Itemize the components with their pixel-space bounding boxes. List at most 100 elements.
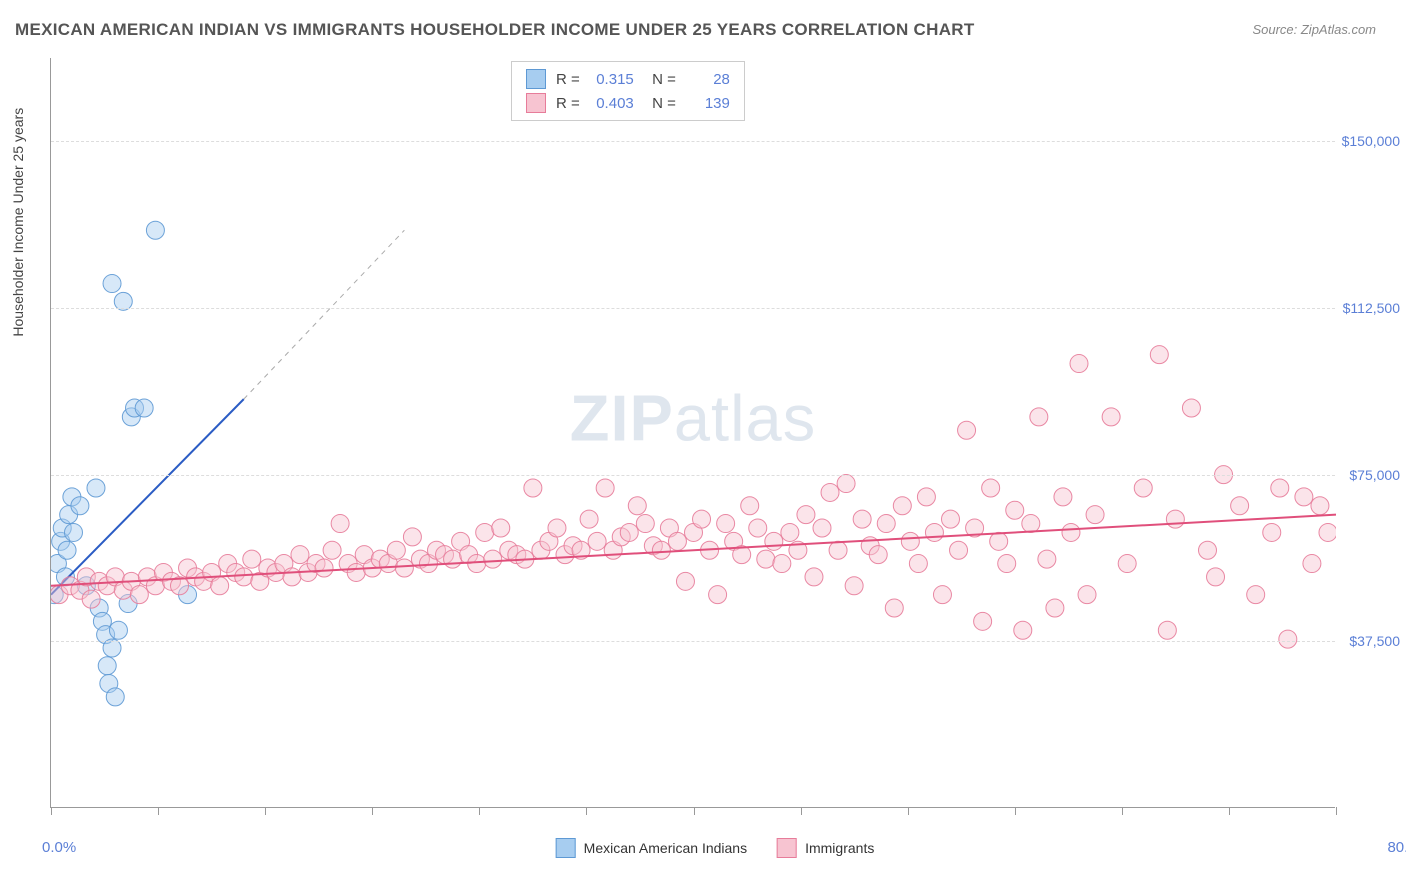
data-point bbox=[126, 399, 144, 417]
data-point bbox=[837, 475, 855, 493]
data-point bbox=[982, 479, 1000, 497]
data-point bbox=[797, 506, 815, 524]
source-attribution: Source: ZipAtlas.com bbox=[1252, 22, 1376, 37]
x-tick bbox=[265, 807, 266, 815]
gridline bbox=[51, 475, 1335, 476]
swatch-series-1 bbox=[526, 69, 546, 89]
data-point bbox=[259, 559, 277, 577]
data-point bbox=[251, 572, 269, 590]
data-point bbox=[114, 581, 132, 599]
data-point bbox=[103, 275, 121, 293]
data-point bbox=[1207, 568, 1225, 586]
stats-row-series-2: R = 0.403 N = 139 bbox=[522, 91, 734, 115]
data-point bbox=[53, 519, 71, 537]
data-point bbox=[1006, 501, 1024, 519]
stats-row-series-1: R = 0.315 N = 28 bbox=[522, 67, 734, 91]
data-point bbox=[371, 550, 389, 568]
legend-label-1: Mexican American Indians bbox=[584, 840, 747, 856]
data-point bbox=[668, 532, 686, 550]
data-point bbox=[56, 568, 74, 586]
data-point bbox=[901, 532, 919, 550]
data-point bbox=[733, 546, 751, 564]
data-point bbox=[90, 599, 108, 617]
data-point bbox=[52, 532, 70, 550]
data-point bbox=[98, 577, 116, 595]
x-tick bbox=[694, 807, 695, 815]
data-point bbox=[395, 559, 413, 577]
data-point bbox=[781, 523, 799, 541]
data-point bbox=[51, 586, 63, 604]
data-point bbox=[227, 563, 245, 581]
y-tick-label: $112,500 bbox=[1343, 300, 1400, 316]
data-point bbox=[693, 510, 711, 528]
data-point bbox=[925, 523, 943, 541]
data-point bbox=[1070, 355, 1088, 373]
x-tick bbox=[372, 807, 373, 815]
data-point bbox=[1150, 346, 1168, 364]
data-point bbox=[1319, 523, 1336, 541]
data-point bbox=[187, 568, 205, 586]
data-point bbox=[540, 532, 558, 550]
data-point bbox=[106, 568, 124, 586]
data-point bbox=[869, 546, 887, 564]
trend-line-dashed bbox=[244, 230, 405, 399]
data-point bbox=[323, 541, 341, 559]
data-point bbox=[146, 577, 164, 595]
data-point bbox=[524, 479, 542, 497]
data-point bbox=[1030, 408, 1048, 426]
data-point bbox=[942, 510, 960, 528]
data-point bbox=[917, 488, 935, 506]
data-point bbox=[419, 555, 437, 573]
data-point bbox=[98, 657, 116, 675]
data-point bbox=[749, 519, 767, 537]
data-point bbox=[1046, 599, 1064, 617]
data-point bbox=[51, 555, 66, 573]
data-point bbox=[636, 515, 654, 533]
data-point bbox=[516, 550, 534, 568]
data-point bbox=[1038, 550, 1056, 568]
data-point bbox=[411, 550, 429, 568]
data-point bbox=[379, 555, 397, 573]
data-point bbox=[1118, 555, 1136, 573]
data-point bbox=[765, 532, 783, 550]
data-point bbox=[203, 563, 221, 581]
legend-item-1: Mexican American Indians bbox=[556, 838, 747, 858]
data-point bbox=[484, 550, 502, 568]
data-point bbox=[877, 515, 895, 533]
data-point bbox=[829, 541, 847, 559]
data-point bbox=[500, 541, 518, 559]
data-point bbox=[1086, 506, 1104, 524]
x-axis-max-label: 80.0% bbox=[1387, 839, 1406, 856]
data-point bbox=[508, 546, 526, 564]
chart-container: ZIPatlas R = 0.315 N = 28 R = 0.403 N = … bbox=[50, 58, 1380, 828]
data-point bbox=[387, 541, 405, 559]
data-point bbox=[717, 515, 735, 533]
data-point bbox=[805, 568, 823, 586]
data-point bbox=[701, 541, 719, 559]
data-point bbox=[77, 568, 95, 586]
n-value-2: 139 bbox=[686, 95, 730, 112]
data-point bbox=[1134, 479, 1152, 497]
data-point bbox=[162, 572, 180, 590]
data-point bbox=[63, 488, 81, 506]
data-point bbox=[813, 519, 831, 537]
data-point bbox=[179, 559, 197, 577]
trend-line bbox=[51, 515, 1336, 586]
data-point bbox=[154, 563, 172, 581]
data-point bbox=[130, 586, 148, 604]
data-point bbox=[1166, 510, 1184, 528]
data-point bbox=[974, 612, 992, 630]
data-point bbox=[1271, 479, 1289, 497]
data-point bbox=[283, 568, 301, 586]
data-point bbox=[773, 555, 791, 573]
data-point bbox=[709, 586, 727, 604]
data-point bbox=[660, 519, 678, 537]
data-point bbox=[195, 572, 213, 590]
data-point bbox=[588, 532, 606, 550]
data-point bbox=[60, 506, 78, 524]
scatter-plot-svg bbox=[51, 58, 1336, 808]
data-point bbox=[452, 532, 470, 550]
stats-legend: R = 0.315 N = 28 R = 0.403 N = 139 bbox=[511, 61, 745, 121]
gridline bbox=[51, 641, 1335, 642]
data-point bbox=[1078, 586, 1096, 604]
